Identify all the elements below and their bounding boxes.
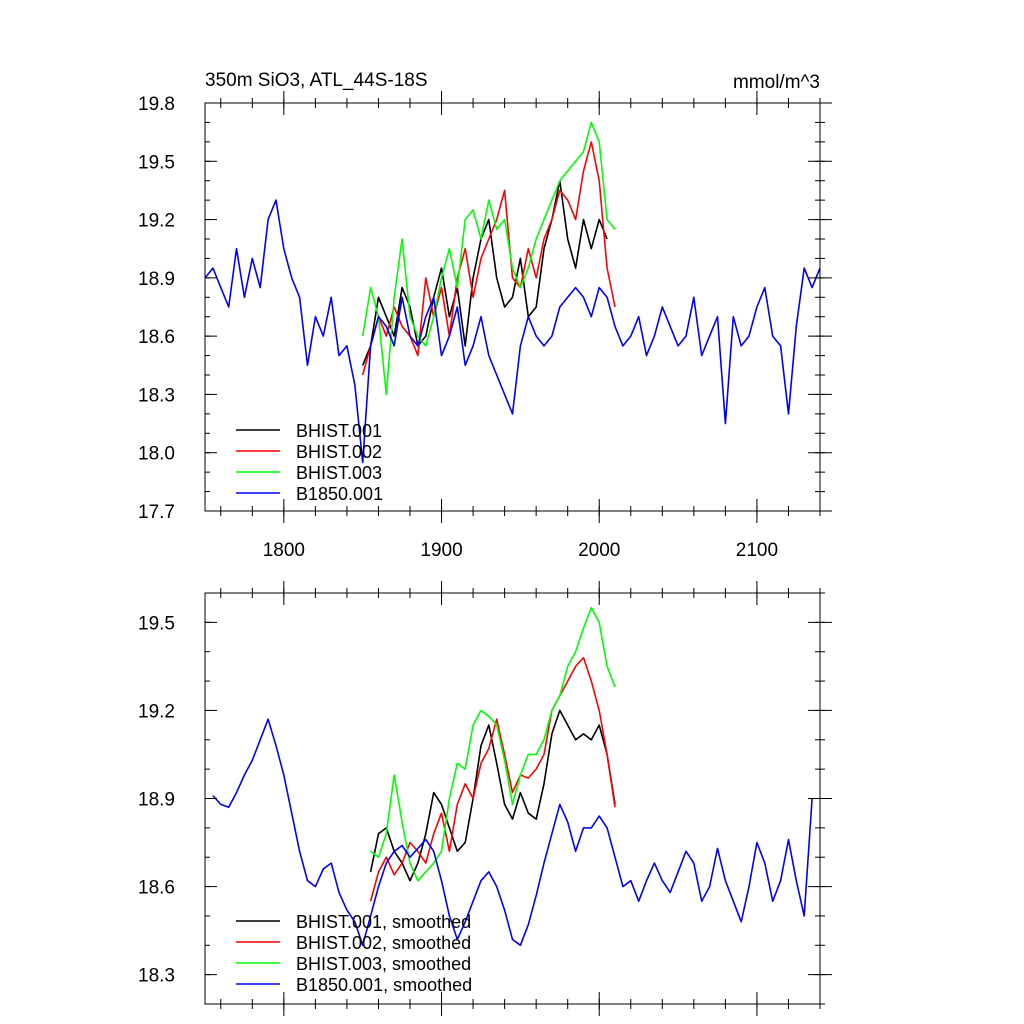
top-axis-ticks: 1800 1900 2000 2100 17.7 18.0 18.3 18.6 18.9 19.2… xyxy=(138,91,832,561)
series-line-b1850-001 xyxy=(205,199,820,464)
legend-label-bhist-002-smoothed: BHIST.002, smoothed xyxy=(296,933,471,953)
y-tick-label: 19.2 xyxy=(138,211,175,232)
y-tick-label: 18.6 xyxy=(138,878,175,899)
series-line-bhist-002-smoothed xyxy=(369,656,616,902)
bottom-axis-ticks: 18.3 18.6 18.9 19.2 19.5 xyxy=(138,581,832,1016)
x-tick-label: 1900 xyxy=(420,540,462,561)
top-chart-title: 350m SiO3, ATL_44S-18S xyxy=(205,70,428,91)
top-plot-lines xyxy=(205,121,820,464)
legend-label-bhist-001: BHIST.001 xyxy=(296,421,382,441)
y-tick-label: 18.3 xyxy=(138,966,175,987)
y-tick-label: 18.9 xyxy=(138,269,175,290)
series-line-bhist-003-smoothed xyxy=(370,606,616,882)
top-chart-units: mmol/m^3 xyxy=(733,72,820,93)
bottom-plot-lines xyxy=(212,606,813,947)
bottom-panel: 18.3 18.6 18.9 19.2 19.5 BHIST.001, smoothed… xyxy=(138,581,832,1016)
y-tick-label: 17.7 xyxy=(138,502,175,523)
legend-label-bhist-003-smoothed: BHIST.003, smoothed xyxy=(296,954,471,974)
y-tick-label: 19.5 xyxy=(138,152,175,173)
y-tick-label: 18.0 xyxy=(138,444,175,465)
y-tick-label: 18.3 xyxy=(138,385,175,406)
legend-label-b1850-001-smoothed: B1850.001, smoothed xyxy=(296,975,472,995)
y-tick-label: 18.9 xyxy=(138,790,175,811)
legend-label-b1850-001: B1850.001 xyxy=(296,484,383,504)
series-line-b1850-001-smoothed xyxy=(212,718,813,947)
series-line-bhist-003 xyxy=(361,121,616,396)
x-tick-label: 1800 xyxy=(263,540,305,561)
series-line-bhist-001-smoothed xyxy=(369,709,616,882)
y-tick-label: 19.2 xyxy=(138,701,175,722)
x-tick-label: 2100 xyxy=(736,540,778,561)
legend-label-bhist-002: BHIST.002 xyxy=(296,442,382,462)
series-line-bhist-002 xyxy=(361,141,616,376)
y-tick-label: 19.5 xyxy=(138,613,175,634)
legend-label-bhist-001-smoothed: BHIST.001, smoothed xyxy=(296,912,471,932)
x-tick-label: 2000 xyxy=(578,540,620,561)
y-tick-label: 18.6 xyxy=(138,327,175,348)
top-plot-frame xyxy=(204,102,821,512)
legend-label-bhist-003: BHIST.003 xyxy=(296,463,382,483)
series-line-bhist-001 xyxy=(361,179,608,366)
y-tick-label: 19.8 xyxy=(138,94,175,115)
top-panel: 1800 1900 2000 2100 17.7 18.0 18.3 18.6 18.9 19.2… xyxy=(138,70,832,561)
